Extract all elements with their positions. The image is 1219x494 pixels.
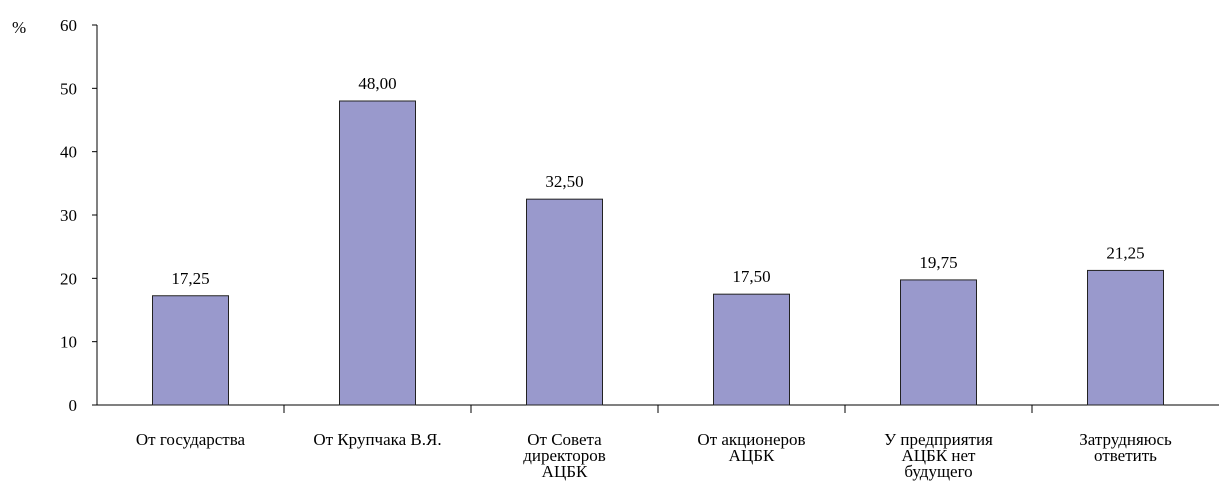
x-tick-label-line: будущего bbox=[904, 462, 972, 481]
x-tick-label-line: АЦБК нет bbox=[902, 446, 977, 465]
x-tick-label-line: АЦБК bbox=[729, 446, 775, 465]
x-tick-label-line: От Совета bbox=[527, 430, 602, 449]
bar bbox=[152, 295, 229, 406]
bar bbox=[713, 293, 790, 406]
y-tick-label: 10 bbox=[60, 333, 77, 352]
x-tick-label: От Крупчака В.Я. bbox=[313, 430, 441, 449]
bar bbox=[900, 279, 977, 406]
y-tick-label: 60 bbox=[60, 16, 77, 35]
x-tick-label-line: директоров bbox=[523, 446, 606, 465]
value-label: 21,25 bbox=[1106, 243, 1144, 262]
x-tick-label: От Совета директоров АЦБК bbox=[523, 430, 606, 481]
y-tick-label: 50 bbox=[60, 79, 77, 98]
x-tick-label-line: От акционеров bbox=[697, 430, 805, 449]
x-tick-label: Затрудняюсь ответить bbox=[1079, 430, 1172, 465]
x-tick-label-line: ответить bbox=[1094, 446, 1157, 465]
x-tick-label: От акционеров АЦБК bbox=[697, 430, 805, 465]
value-label: 17,50 bbox=[732, 267, 770, 286]
bar bbox=[1087, 269, 1164, 406]
value-label: 17,25 bbox=[171, 269, 209, 288]
y-tick-label: 0 bbox=[69, 396, 78, 415]
bar bbox=[526, 198, 603, 406]
x-tick-label-line: От Крупчака В.Я. bbox=[313, 430, 441, 449]
y-tick-label: 20 bbox=[60, 269, 77, 288]
x-tick-label-line: От государства bbox=[136, 430, 246, 449]
x-tick-label-line: АЦБК bbox=[542, 462, 588, 481]
bar bbox=[339, 100, 416, 406]
x-tick-label-line: У предприятия bbox=[884, 430, 993, 449]
x-tick-label-line: Затрудняюсь bbox=[1079, 430, 1172, 449]
x-tick-label: От государства bbox=[136, 430, 246, 449]
y-tick-label: 30 bbox=[60, 206, 77, 225]
value-label: 32,50 bbox=[545, 172, 583, 191]
value-label: 19,75 bbox=[919, 253, 957, 272]
y-tick-label: 40 bbox=[60, 143, 77, 162]
value-label: 48,00 bbox=[358, 74, 396, 93]
x-tick-label: У предприятия АЦБК нет будущего bbox=[884, 430, 993, 481]
y-axis-label: % bbox=[12, 18, 26, 37]
